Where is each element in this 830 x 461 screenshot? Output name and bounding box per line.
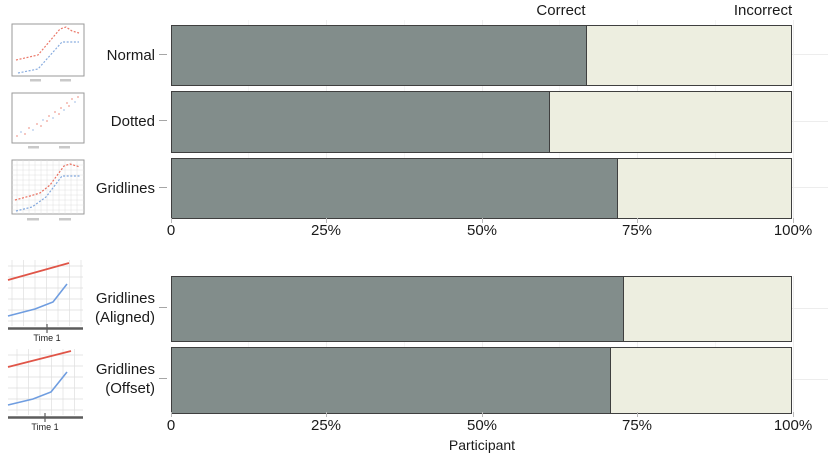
blue-line [7, 283, 68, 317]
gridline [248, 276, 249, 412]
x-axis-tick [171, 218, 172, 223]
gridline [637, 276, 638, 412]
bar-gridlines-correct-segment [172, 159, 618, 218]
mini-grid [8, 349, 83, 415]
dotted-preview-thumbnail [11, 92, 85, 149]
row-label-gridlines-aligned: Gridlines (Aligned) [94, 290, 155, 326]
x-tick-label-25: 25% [310, 222, 342, 239]
bar-normal-correct-segment [172, 26, 587, 85]
x-axis-tick [793, 412, 794, 417]
gridline [326, 276, 327, 412]
x-axis-tick [482, 412, 483, 417]
scatter-dots [16, 96, 79, 137]
gridline [715, 276, 716, 412]
red-line [7, 262, 70, 281]
x-tick-label-25: 25% [310, 417, 342, 434]
tiny-tick-label [59, 146, 70, 149]
category-axis-tick [159, 187, 167, 188]
tiny-tick-label [30, 79, 41, 82]
x-tick-label-50: 50% [466, 417, 498, 434]
row-label-dotted: Dotted [110, 113, 155, 130]
tiny-tick-label [59, 218, 71, 221]
category-axis-tick [159, 54, 167, 55]
gridline [793, 20, 794, 218]
blue-line [17, 41, 79, 74]
gridlines-aligned-preview-thumbnail: Time 1 [7, 260, 83, 343]
category-axis-tick [159, 378, 167, 379]
x-axis-tick [793, 218, 794, 223]
red-line [7, 350, 72, 368]
blue-line [7, 371, 68, 406]
x-tick-label-50: 50% [466, 222, 498, 239]
tiny-tick-label [60, 79, 71, 82]
gridline [559, 276, 560, 412]
bar-normal [171, 25, 792, 86]
bar-gridlines-offset-correct-segment [172, 348, 612, 413]
bar-dotted [171, 91, 792, 153]
mini-axis-label: Time 1 [31, 422, 58, 432]
blue-line [15, 175, 80, 212]
x-tick-label-75: 75% [621, 222, 653, 239]
x-tick-label-0: 0 [166, 417, 176, 434]
bar-gridlines-offset [171, 347, 792, 414]
red-line [14, 163, 81, 201]
x-tick-label-75: 75% [621, 417, 653, 434]
gridlines-offset-preview-thumbnail: Time 1 [7, 349, 83, 432]
red-line [15, 26, 80, 61]
row-label-normal: Normal [106, 47, 155, 64]
incorrect-column-header: Incorrect [733, 2, 793, 19]
x-axis-title: Participant [448, 437, 516, 453]
x-axis-tick [637, 412, 638, 417]
mini-grid [12, 160, 84, 214]
bar-gridlines-aligned-correct-segment [172, 277, 624, 341]
bar-gridlines-aligned [171, 276, 792, 342]
x-tick-label-0: 0 [166, 222, 176, 239]
category-axis-tick [159, 120, 167, 121]
tiny-tick-label [28, 146, 39, 149]
x-tick-label-100: 100% [773, 222, 813, 239]
x-axis-tick [637, 218, 638, 223]
x-axis-tick [482, 218, 483, 223]
bar-gridlines [171, 158, 792, 219]
gridline [793, 276, 794, 412]
x-axis-tick [326, 218, 327, 223]
row-label-gridlines: Gridlines [95, 180, 155, 197]
mini-axis-label: Time 1 [33, 333, 60, 343]
category-axis-tick [159, 307, 167, 308]
x-axis-tick [326, 412, 327, 417]
x-axis-tick [171, 412, 172, 417]
tiny-tick-label [27, 218, 39, 221]
row-label-gridlines-offset: Gridlines (Offset) [95, 361, 155, 397]
gridline [482, 276, 483, 412]
gridline [404, 276, 405, 412]
correct-column-header: Correct [536, 2, 586, 19]
gridlines-preview-thumbnail [11, 159, 85, 221]
bottom-chart-panel [171, 276, 828, 414]
top-chart-panel [171, 20, 828, 219]
normal-preview-thumbnail [11, 23, 85, 82]
bar-dotted-correct-segment [172, 92, 550, 152]
x-tick-label-100: 100% [773, 417, 813, 434]
